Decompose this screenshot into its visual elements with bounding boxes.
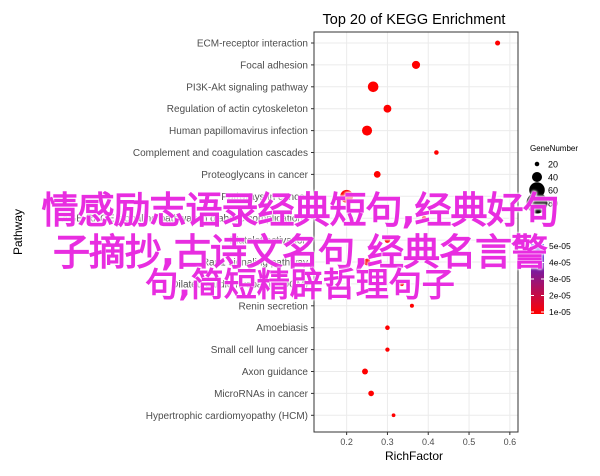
y-tick-label: Axon guidance bbox=[242, 367, 309, 378]
size-legend-symbol bbox=[534, 161, 540, 167]
size-legend-title: GeneNumber bbox=[530, 144, 578, 153]
size-legend-label: 40 bbox=[548, 173, 558, 183]
y-tick-label: Platelet activation bbox=[230, 236, 308, 247]
y-tick-label: PI3K-Akt signaling pathway bbox=[186, 82, 308, 93]
data-point bbox=[362, 368, 368, 375]
data-point bbox=[385, 347, 390, 352]
y-tick-label: Renin secretion bbox=[239, 301, 308, 312]
y-tick-label: Hypertrophic cardiomyopathy (HCM) bbox=[146, 411, 308, 422]
y-tick-label: ECM-receptor interaction bbox=[197, 39, 308, 50]
data-point bbox=[362, 125, 373, 136]
y-tick-label: Dilated cardiomyopathy (DCM) bbox=[171, 279, 308, 290]
size-legend-label: 20 bbox=[548, 160, 558, 170]
plot-border bbox=[313, 31, 519, 433]
y-tick-label: Pathways in cancer bbox=[221, 192, 308, 203]
x-tick-label: 0.4 bbox=[422, 437, 435, 447]
color-legend-label: 5e-05 bbox=[549, 241, 571, 251]
color-legend-label: 3e-05 bbox=[549, 274, 571, 284]
data-point bbox=[384, 237, 391, 243]
size-legend-label: 80 bbox=[548, 199, 558, 209]
overlay-text-line-3: 句,简短精辟哲理句子 bbox=[145, 265, 455, 304]
color-legend-bar bbox=[531, 244, 544, 314]
data-point bbox=[409, 303, 414, 308]
y-tick-label: Regulation of actin cytoskeleton bbox=[167, 104, 308, 115]
color-legend-label: 2e-05 bbox=[549, 291, 571, 301]
x-tick-label: 0.6 bbox=[504, 437, 517, 447]
data-point bbox=[495, 40, 501, 46]
y-tick-label: Rap1 signaling pathway bbox=[202, 258, 308, 269]
y-tick-label: Proteoglycans in cancer bbox=[201, 170, 308, 181]
data-point bbox=[368, 390, 374, 397]
legend-area: 20 40 60 80 5e-05 4e-05 3e-05 2e-05 1e-05 bbox=[526, 160, 571, 317]
y-tick-label: AGE-RAGE signaling pathway in diabetic c… bbox=[62, 214, 308, 225]
x-axis-title: RichFactor bbox=[385, 449, 443, 463]
data-point bbox=[373, 171, 381, 178]
y-axis-title: Pathway bbox=[11, 209, 25, 255]
y-tick-label: Amoebiasis bbox=[256, 323, 308, 334]
y-tick-label: Human papillomavirus infection bbox=[169, 126, 308, 137]
plot-area: ECM-receptor interaction Focal adhesion PI… bbox=[62, 31, 519, 447]
plot-background bbox=[314, 32, 518, 432]
y-tick-label: Focal adhesion bbox=[240, 60, 308, 71]
size-legend-symbol bbox=[526, 192, 548, 214]
data-point bbox=[363, 258, 371, 266]
data-point bbox=[434, 150, 439, 155]
data-point bbox=[340, 189, 354, 203]
chart-title: Top 20 of KEGG Enrichment bbox=[323, 12, 506, 28]
x-tick-label: 0.5 bbox=[463, 437, 476, 447]
data-point bbox=[367, 81, 379, 93]
data-point bbox=[383, 104, 392, 113]
size-legend-label: 60 bbox=[548, 186, 558, 196]
color-legend-label: 4e-05 bbox=[549, 258, 571, 268]
data-point bbox=[385, 325, 390, 330]
y-tick-label: MicroRNAs in cancer bbox=[214, 389, 309, 400]
y-tick-label: Small cell lung cancer bbox=[211, 345, 309, 356]
overlay-text-line-1: 情感励志语录经典短句,经典好句 bbox=[41, 189, 559, 232]
data-point bbox=[391, 413, 396, 418]
overlay-text-line-2: 子摘抄,古诗文名句,经典名言警 bbox=[52, 231, 548, 274]
x-tick-label: 0.2 bbox=[340, 437, 353, 447]
y-tick-label: Complement and coagulation cascades bbox=[133, 148, 308, 159]
data-point bbox=[399, 281, 405, 287]
data-point bbox=[411, 60, 421, 69]
data-point bbox=[421, 215, 427, 221]
color-legend-label: 1e-05 bbox=[549, 307, 571, 317]
x-tick-label: 0.3 bbox=[381, 437, 394, 447]
size-legend-symbol bbox=[531, 171, 543, 183]
